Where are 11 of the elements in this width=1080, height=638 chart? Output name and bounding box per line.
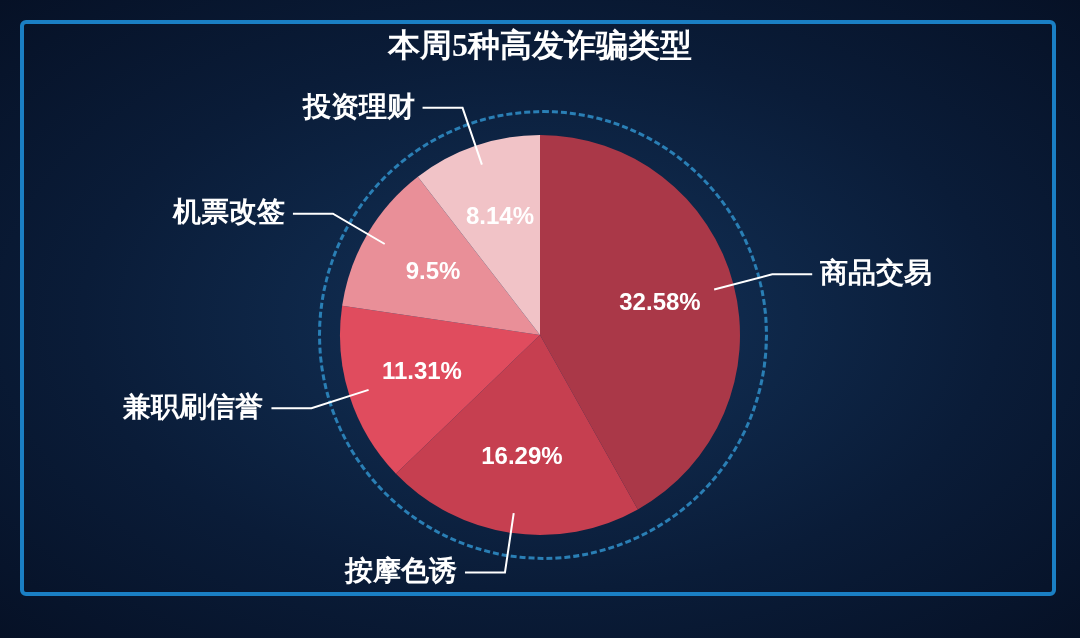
- data-label: 9.5%: [405, 256, 461, 284]
- slice-label: 兼职刷信誉: [122, 390, 264, 422]
- slice-label: 投资理财: [301, 90, 415, 122]
- data-label: 16.29%: [481, 442, 563, 470]
- data-label: 8.14%: [465, 202, 535, 230]
- slice-label: 商品交易: [819, 257, 933, 289]
- slice-label: 按摩色诱: [343, 555, 457, 587]
- data-label: 11.31%: [381, 357, 462, 385]
- slice-label: 机票改签: [171, 196, 285, 228]
- chart-title: 本周5种高发诈骗类型: [387, 27, 692, 64]
- data-label: 32.58%: [619, 288, 701, 316]
